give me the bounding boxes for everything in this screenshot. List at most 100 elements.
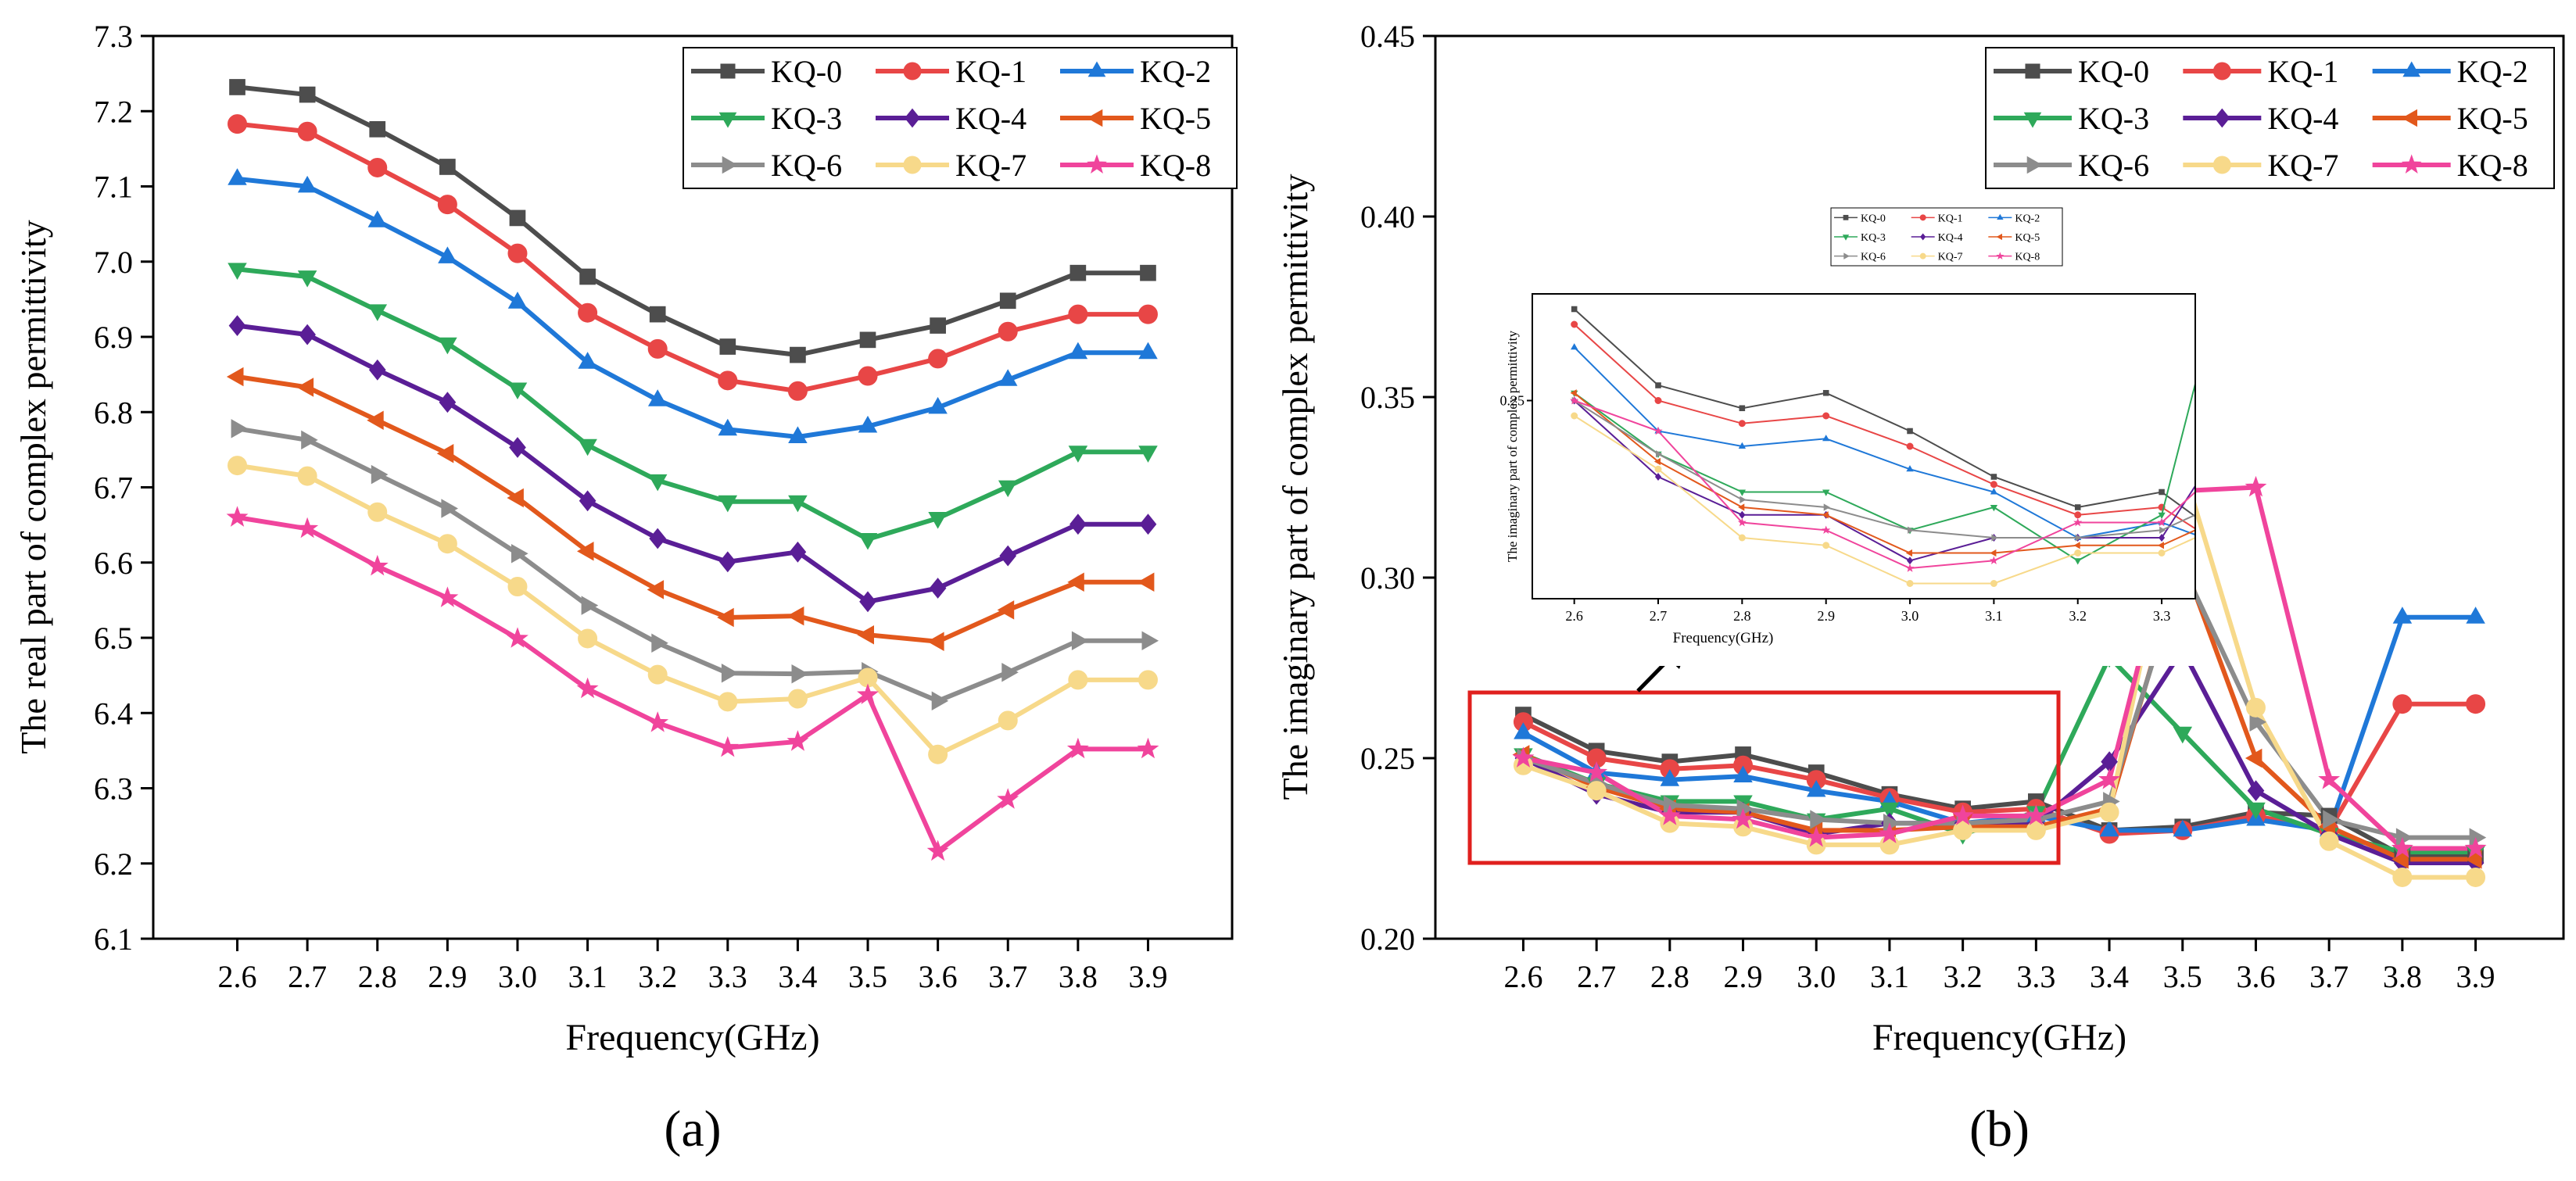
a-legend-label-kq-3: KQ-3 bbox=[771, 101, 842, 136]
a-data-point-kq-3 bbox=[858, 533, 878, 550]
inset-data-point-kq-5 bbox=[1822, 511, 1829, 519]
inset-x-tick-label: 2.8 bbox=[1733, 608, 1751, 624]
b-data-point-kq-2 bbox=[1514, 722, 1533, 739]
inset-data-point-kq-6 bbox=[1823, 503, 1830, 511]
inset-data-point-kq-5 bbox=[2157, 542, 2164, 549]
b-data-point-kq-6 bbox=[2395, 828, 2413, 847]
b-x-tick-label: 2.8 bbox=[1650, 959, 1689, 994]
panel-a-legend: KQ-0 KQ-1 KQ-2 KQ-3 KQ-4 KQ-5 KQ-6 KQ-7 KQ-8 bbox=[683, 47, 1238, 189]
a-data-point-kq-1 bbox=[858, 366, 878, 386]
b-data-point-kq-8 bbox=[1585, 760, 1608, 782]
a-x-tick-label: 2.9 bbox=[428, 959, 467, 994]
inset-data-point-kq-5 bbox=[1570, 389, 1577, 397]
a-data-point-kq-5 bbox=[786, 606, 804, 626]
b-data-point-kq-1 bbox=[2392, 694, 2413, 714]
a-data-point-kq-8 bbox=[576, 677, 599, 699]
a-data-point-kq-5 bbox=[436, 443, 454, 463]
inset-data-point-kq-0 bbox=[2159, 489, 2165, 496]
a-data-point-kq-8 bbox=[997, 788, 1019, 809]
inset-x-tick-label: 3.2 bbox=[2069, 608, 2087, 624]
inset-data-point-kq-3 bbox=[2158, 512, 2166, 520]
b-data-point-kq-7 bbox=[1586, 781, 1607, 801]
a-legend-marker-kq-0 bbox=[720, 63, 736, 79]
zoom-region-highlight-box bbox=[1467, 690, 2061, 865]
a-legend-label-kq-2: KQ-2 bbox=[1140, 54, 1211, 89]
b-data-point-kq-2 bbox=[2466, 607, 2485, 624]
a-data-point-kq-0 bbox=[719, 338, 736, 355]
a-data-point-kq-3 bbox=[438, 337, 457, 355]
a-data-point-kq-0 bbox=[999, 292, 1016, 310]
a-data-point-kq-6 bbox=[791, 664, 809, 684]
panel-b-imaginary-permittivity-chart: 2.6 2.7 2.8 2.9 3.0 3.1 3.2 3.3 3.4 3.5 3.6 3.7 3.8 3… bbox=[1275, 19, 2565, 1158]
a-y-tick-label: 7.3 bbox=[94, 19, 133, 54]
a-data-point-kq-4 bbox=[368, 359, 386, 381]
a-data-point-kq-1 bbox=[647, 338, 668, 359]
inset-data-point-kq-2 bbox=[1906, 465, 1914, 472]
inset-y-tick-label: 0.25 bbox=[1500, 393, 1525, 409]
a-data-point-kq-7 bbox=[437, 534, 457, 554]
inset-data-point-kq-8 bbox=[1905, 564, 1915, 572]
inset-legend-marker-kq-0 bbox=[1843, 214, 1849, 220]
a-legend-marker-kq-4 bbox=[905, 108, 920, 128]
inset-data-point-kq-3 bbox=[1990, 505, 1998, 512]
a-data-point-kq-1 bbox=[507, 243, 528, 263]
a-data-point-kq-8 bbox=[226, 506, 249, 527]
a-data-point-kq-6 bbox=[931, 691, 949, 711]
inset-data-point-kq-5 bbox=[1990, 549, 1997, 557]
b-data-point-kq-8 bbox=[1805, 825, 1828, 847]
a-data-point-kq-2 bbox=[367, 210, 388, 227]
inset-data-point-kq-0 bbox=[1822, 389, 1829, 396]
inset-data-point-kq-1 bbox=[1906, 442, 1914, 450]
a-data-point-kq-1 bbox=[578, 302, 598, 323]
inset-data-point-kq-7 bbox=[1738, 534, 1746, 542]
inset-data-point-kq-0 bbox=[1739, 405, 1746, 412]
a-data-point-kq-0 bbox=[229, 79, 245, 95]
a-data-point-kq-8 bbox=[1137, 737, 1159, 759]
a-data-point-kq-5 bbox=[576, 542, 594, 561]
b-data-point-kq-6 bbox=[2323, 810, 2340, 829]
a-data-point-kq-7 bbox=[1068, 670, 1088, 690]
a-data-point-kq-0 bbox=[369, 121, 386, 138]
a-y-tick-label: 6.3 bbox=[94, 771, 133, 807]
a-data-point-kq-5 bbox=[507, 488, 524, 508]
a-data-point-kq-3 bbox=[1068, 446, 1088, 463]
inset-legend-label-kq-1: KQ-1 bbox=[1938, 213, 1963, 224]
a-data-point-kq-3 bbox=[788, 495, 808, 513]
inset-data-point-kq-8 bbox=[1737, 517, 1747, 527]
a-data-point-kq-7 bbox=[787, 689, 808, 709]
a-x-tick-label: 3.1 bbox=[568, 959, 607, 994]
b-x-tick-label: 3.0 bbox=[1797, 959, 1836, 994]
a-data-point-kq-6 bbox=[721, 663, 739, 683]
inset-legend-label-kq-2: KQ-2 bbox=[2015, 213, 2040, 224]
a-data-point-kq-5 bbox=[367, 410, 384, 431]
a-data-point-kq-0 bbox=[509, 209, 526, 227]
b-data-point-kq-8 bbox=[1512, 746, 1535, 768]
a-data-point-kq-3 bbox=[928, 512, 948, 529]
b-legend-label-kq-7: KQ-7 bbox=[2267, 148, 2338, 183]
a-data-point-kq-0 bbox=[439, 159, 456, 175]
inset-data-point-kq-8 bbox=[2073, 517, 2083, 527]
inset-data-point-kq-3 bbox=[1738, 489, 1747, 496]
inset-legend-label-kq-6: KQ-6 bbox=[1861, 252, 1886, 263]
a-y-tick-label: 6.2 bbox=[94, 846, 133, 882]
b-legend-label-kq-6: KQ-6 bbox=[2078, 148, 2149, 183]
inset-data-point-kq-7 bbox=[1906, 580, 1914, 587]
a-legend-label-kq-5: KQ-5 bbox=[1140, 101, 1211, 136]
a-y-tick-label: 6.4 bbox=[94, 696, 133, 731]
b-legend-marker-kq-7 bbox=[2212, 156, 2231, 174]
inset-data-point-kq-1 bbox=[1738, 420, 1746, 428]
a-data-point-kq-0 bbox=[859, 331, 876, 349]
a-x-tick-label: 3.4 bbox=[778, 959, 817, 994]
a-series-line-kq-6 bbox=[237, 426, 1148, 703]
a-data-point-kq-5 bbox=[857, 624, 874, 645]
b-legend-marker-kq-4 bbox=[2214, 108, 2230, 128]
a-legend-box bbox=[683, 47, 1238, 189]
a-data-point-kq-1 bbox=[1138, 304, 1158, 324]
a-data-point-kq-6 bbox=[371, 464, 389, 485]
b-legend-label-kq-1: KQ-1 bbox=[2267, 54, 2338, 89]
a-series-line-kq-2 bbox=[237, 176, 1148, 439]
b-data-point-kq-1 bbox=[2466, 694, 2486, 714]
a-data-point-kq-3 bbox=[718, 495, 738, 513]
a-data-point-kq-4 bbox=[1139, 514, 1157, 535]
a-data-point-kq-7 bbox=[998, 710, 1018, 731]
